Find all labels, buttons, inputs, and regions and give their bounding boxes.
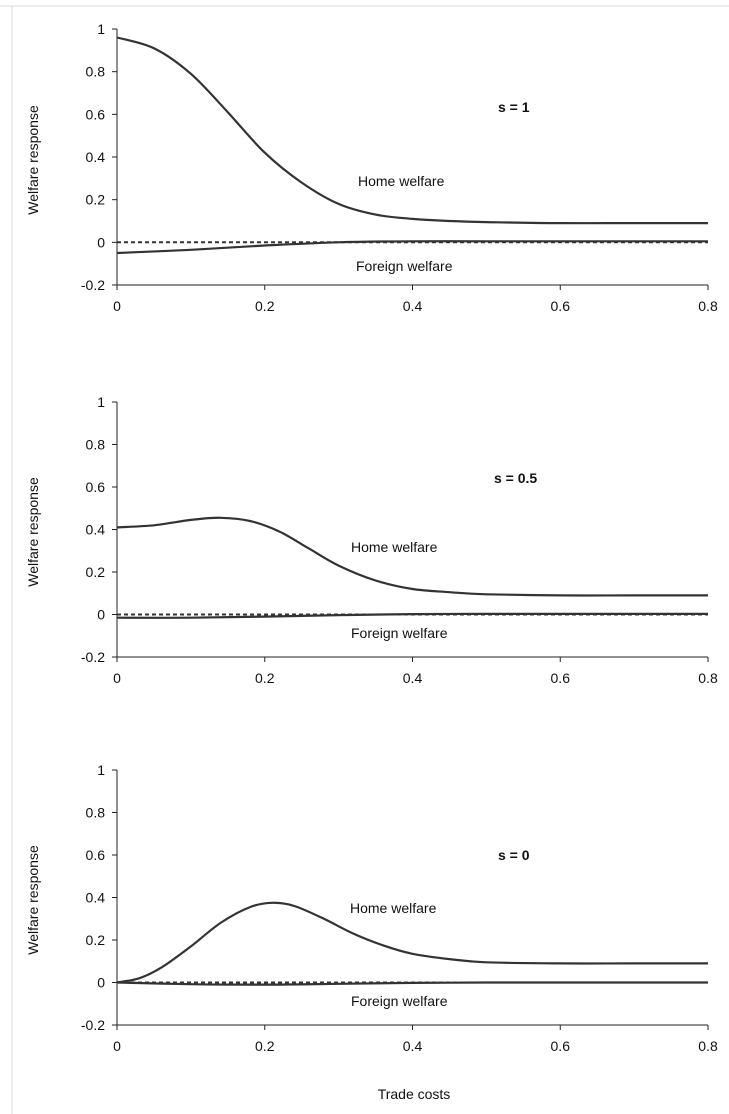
y-tick-label: 1 bbox=[97, 762, 105, 778]
foreign-welfare-label: Foreign welfare bbox=[351, 625, 448, 641]
x-tick-label: 0.2 bbox=[255, 670, 275, 686]
panel-annotation: s = 0 bbox=[498, 847, 530, 863]
x-tick-label: 0.4 bbox=[403, 298, 423, 314]
x-tick-label: 0.8 bbox=[698, 670, 718, 686]
x-tick-label: 0.2 bbox=[255, 298, 275, 314]
x-tick-label: 0.4 bbox=[403, 670, 423, 686]
home-welfare-label: Home welfare bbox=[351, 539, 438, 555]
y-tick-label: 0.4 bbox=[86, 890, 106, 906]
y-tick-label: -0.2 bbox=[81, 649, 105, 665]
foreign-welfare-label: Foreign welfare bbox=[356, 258, 453, 274]
series-group bbox=[116, 516, 708, 619]
y-tick-label: 0.4 bbox=[86, 522, 106, 538]
y-tick-label: 0.6 bbox=[86, 479, 106, 495]
y-axis-title: Welfare response bbox=[25, 845, 41, 955]
home-welfare-line bbox=[116, 516, 708, 597]
y-tick-label: 0.2 bbox=[86, 192, 106, 208]
y-tick-label: 0 bbox=[97, 607, 105, 623]
y-tick-label: 0.8 bbox=[86, 805, 106, 821]
x-tick-label: 0 bbox=[113, 670, 121, 686]
y-tick-label: 1 bbox=[97, 394, 105, 410]
axes bbox=[112, 28, 709, 290]
y-tick-label: 0.4 bbox=[86, 149, 106, 165]
home-welfare-line bbox=[116, 901, 708, 984]
home-welfare-label: Home welfare bbox=[358, 173, 445, 189]
panel-annotation: s = 1 bbox=[498, 99, 530, 115]
y-tick-label: 0.8 bbox=[86, 64, 106, 80]
series-group bbox=[116, 36, 708, 255]
x-tick-label: 0.6 bbox=[551, 1038, 571, 1054]
x-tick-label: 0.6 bbox=[551, 670, 571, 686]
tick-labels: -0.2 0 0.2 0.4 0.6 0.8 1 0 0.2 0.4 0.6 0.8 bbox=[81, 394, 718, 686]
x-axis-title: Trade costs bbox=[378, 1086, 451, 1102]
y-tick-label: 0 bbox=[97, 975, 105, 991]
x-tick-label: 0.6 bbox=[551, 298, 571, 314]
y-tick-label: -0.2 bbox=[81, 1017, 105, 1033]
y-tick-label: 0.6 bbox=[86, 106, 106, 122]
x-tick-label: 0 bbox=[113, 1038, 121, 1054]
x-tick-label: 0.8 bbox=[698, 1038, 718, 1054]
y-tick-label: 0.2 bbox=[86, 564, 106, 580]
home-welfare-label: Home welfare bbox=[350, 900, 437, 916]
x-tick-label: 0.2 bbox=[255, 1038, 275, 1054]
y-axis-title: Welfare response bbox=[25, 105, 41, 215]
y-tick-label: 0 bbox=[97, 234, 105, 250]
home-welfare-line bbox=[116, 36, 708, 225]
chart-panel-s05: -0.2 0 0.2 0.4 0.6 0.8 1 0 0.2 0.4 0.6 0.8 Welfare … bbox=[25, 394, 718, 686]
x-tick-label: 0.4 bbox=[403, 1038, 423, 1054]
foreign-welfare-label: Foreign welfare bbox=[351, 993, 448, 1009]
y-tick-label: 0.2 bbox=[86, 932, 106, 948]
y-tick-label: 0.6 bbox=[86, 847, 106, 863]
chart-panel-s0: -0.2 0 0.2 0.4 0.6 0.8 1 0 0.2 0.4 0.6 0.8 Welfare … bbox=[25, 762, 718, 1054]
y-tick-label: -0.2 bbox=[81, 277, 105, 293]
y-tick-label: 1 bbox=[97, 21, 105, 37]
y-tick-label: 0.8 bbox=[86, 437, 106, 453]
panel-annotation: s = 0.5 bbox=[494, 470, 537, 486]
tick-labels: -0.2 0 0.2 0.4 0.6 0.8 1 0 0.2 0.4 0.6 0.8 bbox=[81, 762, 718, 1054]
tick-labels: -0.2 0 0.2 0.4 0.6 0.8 1 0 0.2 0.4 0.6 0.8 bbox=[81, 21, 718, 314]
chart-panel-s1: -0.2 0 0.2 0.4 0.6 0.8 1 0 0.2 0.4 0.6 0.8 Welfare … bbox=[25, 21, 718, 314]
x-tick-label: 0.8 bbox=[698, 298, 718, 314]
series-group bbox=[116, 901, 708, 986]
x-tick-label: 0 bbox=[113, 298, 121, 314]
axes bbox=[112, 401, 709, 662]
y-axis-title: Welfare response bbox=[25, 477, 41, 587]
